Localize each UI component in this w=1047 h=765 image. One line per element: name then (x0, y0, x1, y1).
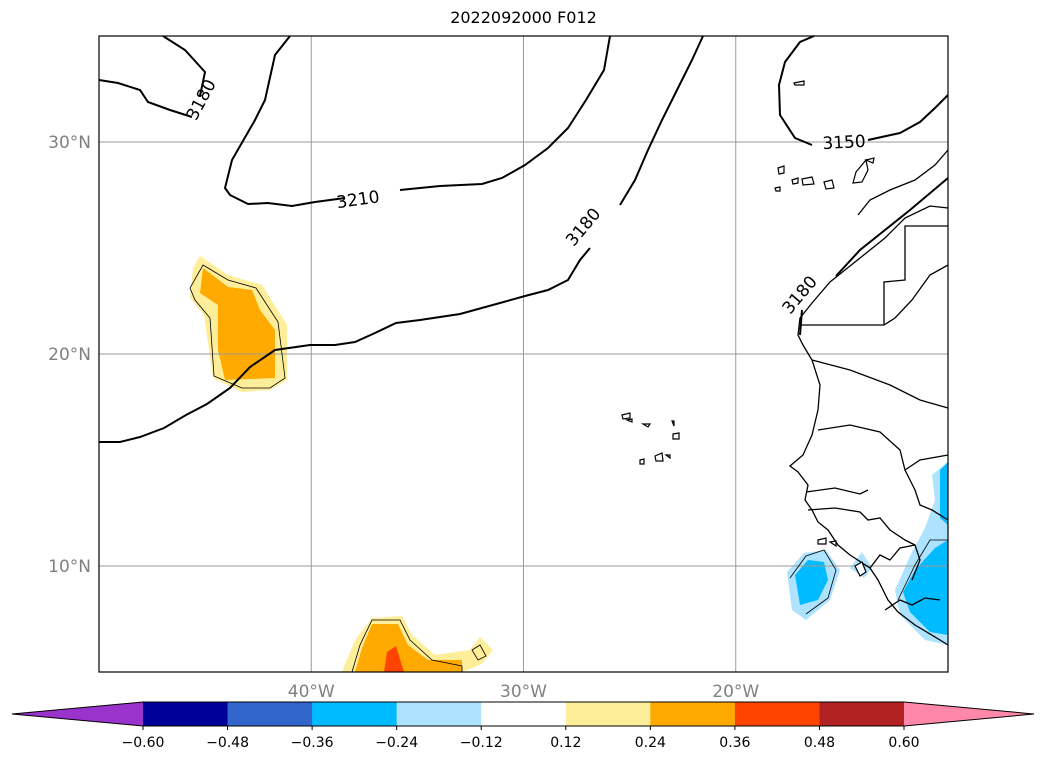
border-g (807, 507, 916, 546)
contour-label: 3180 (779, 272, 822, 318)
border-i (869, 544, 921, 581)
lon-tick-label: 30°W (500, 682, 547, 702)
border-f (805, 487, 869, 495)
border-b (883, 264, 949, 326)
colorbar-tick-label: −0.36 (291, 735, 334, 751)
height-contours (98, 35, 949, 443)
border-a (800, 225, 948, 326)
colorbar-swatch (481, 702, 567, 726)
contour-label: 3180 (183, 76, 221, 124)
contour-label: 3210 (335, 187, 381, 213)
cape-verde-5 (672, 432, 680, 440)
border-c (857, 149, 949, 216)
colorbar-tick-label: −0.48 (206, 735, 249, 751)
africa-coast (788, 205, 949, 646)
colorbar-tick-label: −0.60 (122, 735, 165, 751)
cape-verde-4 (671, 420, 675, 427)
lon-tick-label: 40°W (288, 682, 335, 702)
canary-island-6 (864, 157, 875, 164)
canary-island-3 (801, 176, 815, 186)
border-e (817, 424, 949, 472)
map-frame (98, 35, 949, 673)
border-j (884, 597, 941, 611)
negative-anomaly-mid-a (795, 560, 828, 605)
colorbar-tick-label: 0.24 (635, 735, 666, 751)
anomaly-shading (190, 256, 948, 672)
madeira-island (793, 80, 805, 86)
colorbar-extend-max (904, 702, 1034, 726)
sierra-leone-island (854, 561, 867, 577)
colorbar-swatch (227, 702, 313, 726)
axis-labels: 10°N 20°N 30°N 40°W 30°W 20°W (48, 133, 759, 702)
colorbar: −0.60 −0.48 −0.36 −0.24 −0.12 0.12 0.24 0.36 0.4… (11, 701, 1035, 751)
map-title: 2022092000 F012 (450, 8, 597, 27)
canary-island-4 (823, 179, 835, 190)
contour-3150 (777, 35, 949, 146)
colorbar-swatch (143, 702, 229, 726)
colorbar-swatch (396, 702, 482, 726)
cape-verde-7 (654, 452, 664, 462)
negative-anomaly-mid-d (940, 462, 948, 525)
canary-island-2 (791, 177, 799, 185)
colorbar-swatch (565, 702, 651, 726)
lon-tick-label: 20°W (712, 682, 759, 702)
colorbar-swatch (734, 702, 820, 726)
border-h (904, 469, 949, 521)
colorbar-tick-label: −0.12 (460, 735, 503, 751)
colorbar-swatch (650, 702, 736, 726)
lat-tick-label: 30°N (48, 133, 91, 153)
canary-island-1 (777, 165, 785, 175)
lat-tick-label: 20°N (48, 345, 91, 365)
anomaly-outlines (189, 264, 948, 673)
islands (621, 80, 875, 577)
colorbar-tick-label: −0.24 (375, 735, 418, 751)
cape-verde-6 (639, 458, 645, 465)
contour-3180-nw (98, 35, 207, 118)
lat-tick-label: 10°N (48, 557, 91, 577)
colorbar-tick-label: 0.36 (719, 735, 750, 751)
positive-anomaly-south-strong (384, 646, 404, 672)
cape-verde-2 (624, 418, 633, 423)
canary-island-5 (852, 158, 869, 184)
positive-anomaly-mid (200, 268, 275, 380)
cape-verde-8 (664, 454, 671, 460)
positive-anomaly-south-mid (355, 624, 462, 672)
cape-verde-3 (640, 423, 652, 428)
cape-verde-1 (621, 412, 631, 420)
colorbar-tick-label: 0.60 (888, 735, 919, 751)
contour-3180-main (99, 35, 704, 443)
colorbar-tick-label: 0.12 (550, 735, 581, 751)
contour-3210 (223, 35, 611, 208)
contour-3180-east (799, 177, 949, 336)
colorbar-swatch (819, 702, 905, 726)
contour-labels: 3180 3210 3180 3150 3180 (183, 76, 866, 318)
negative-anomaly-mid-c (903, 540, 948, 635)
colorbar-tick-label: 0.48 (804, 735, 835, 751)
border-d (811, 359, 949, 409)
colorbar-swatch (312, 702, 398, 726)
coastlines (788, 149, 949, 646)
colorbar-extend-min (12, 702, 143, 726)
bijagos-islands (817, 537, 837, 548)
contour-label: 3180 (562, 204, 605, 250)
canary-island-7 (774, 186, 781, 192)
contour-label: 3150 (822, 132, 866, 154)
